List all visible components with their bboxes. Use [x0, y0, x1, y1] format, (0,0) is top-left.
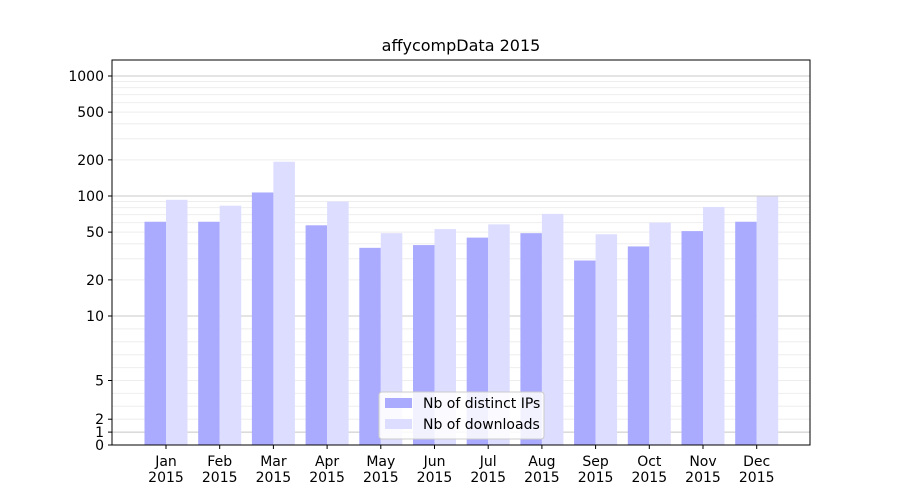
bar-downloads: [327, 201, 349, 445]
x-tick-label-month: Jul: [479, 454, 497, 470]
x-tick-label-year: 2015: [148, 470, 184, 486]
x-tick-label-month: Mar: [260, 454, 287, 470]
y-tick-label: 2: [95, 412, 104, 428]
bar-ips: [359, 247, 381, 445]
legend: Nb of distinct IPs Nb of downloads: [378, 391, 545, 440]
x-tick-label-year: 2015: [631, 470, 667, 486]
x-tick-label-month: Apr: [315, 454, 339, 470]
bar-ips: [305, 225, 328, 445]
plot-frame: [111, 59, 811, 446]
x-tick-label-year: 2015: [363, 470, 399, 486]
bar-downloads: [273, 161, 295, 445]
x-tick-label-month: Oct: [637, 454, 662, 470]
legend-label: Nb of distinct IPs: [423, 396, 540, 412]
legend-label: Nb of downloads: [423, 417, 540, 433]
y-tick-label: 10: [86, 309, 104, 325]
bar-downloads: [649, 222, 671, 445]
y-tick-label: 100: [77, 189, 104, 205]
legend-swatch: [385, 419, 412, 429]
x-tick-label-month: May: [366, 454, 395, 470]
bar-downloads: [219, 205, 242, 445]
bar-ips: [681, 231, 703, 445]
x-tick-label-month: Sep: [582, 454, 609, 470]
bar-downloads: [541, 213, 564, 445]
y-tick-label: 20: [86, 273, 104, 289]
x-tick-label-year: 2015: [470, 470, 506, 486]
y-axis: 012 5 10 20 50 100 200 500 1000: [68, 69, 112, 454]
x-tick-label-year: 2015: [309, 470, 345, 486]
bar-ips: [735, 221, 757, 445]
bar-downloads: [434, 229, 456, 445]
y-tick-label: 200: [77, 153, 104, 169]
chart-title: affycompData 2015: [382, 36, 541, 55]
bar-downloads: [166, 199, 188, 445]
bar-downloads: [595, 234, 618, 445]
legend-swatch: [385, 398, 412, 408]
y-tick-label: 1: [95, 425, 104, 441]
x-tick-label-month: Jan: [154, 454, 177, 470]
bar-ips: [574, 260, 596, 445]
y-tick-label: 500: [77, 105, 104, 121]
bar-ips: [198, 221, 220, 445]
x-tick-label-year: 2015: [524, 470, 560, 486]
y-tick-label: 1000: [68, 69, 104, 85]
y-tick-label: 0: [95, 438, 104, 454]
y-tick-label: 50: [86, 225, 104, 241]
legend-box: [378, 391, 545, 440]
bar-ips: [627, 246, 650, 445]
x-tick-label-month: Aug: [528, 454, 555, 470]
x-tick-label-month: Nov: [689, 454, 716, 470]
x-tick-label-month: Dec: [743, 454, 770, 470]
x-tick-label-year: 2015: [578, 470, 614, 486]
x-tick-label-year: 2015: [417, 470, 453, 486]
bar-ips: [251, 192, 274, 445]
x-axis: Jan2015Feb2015Mar2015Apr2015May2015Jun20…: [148, 445, 775, 486]
x-tick-label-year: 2015: [685, 470, 721, 486]
y-tick-label: 5: [95, 374, 104, 390]
bar-ips: [144, 221, 166, 445]
x-tick-label-month: Feb: [207, 454, 232, 470]
x-tick-label-year: 2015: [202, 470, 238, 486]
bar-downloads: [488, 224, 510, 445]
x-tick-label-month: Jun: [423, 454, 446, 470]
bar-downloads: [703, 206, 725, 445]
bar-downloads: [756, 196, 779, 445]
x-tick-label-year: 2015: [739, 470, 775, 486]
x-tick-label-year: 2015: [256, 470, 292, 486]
